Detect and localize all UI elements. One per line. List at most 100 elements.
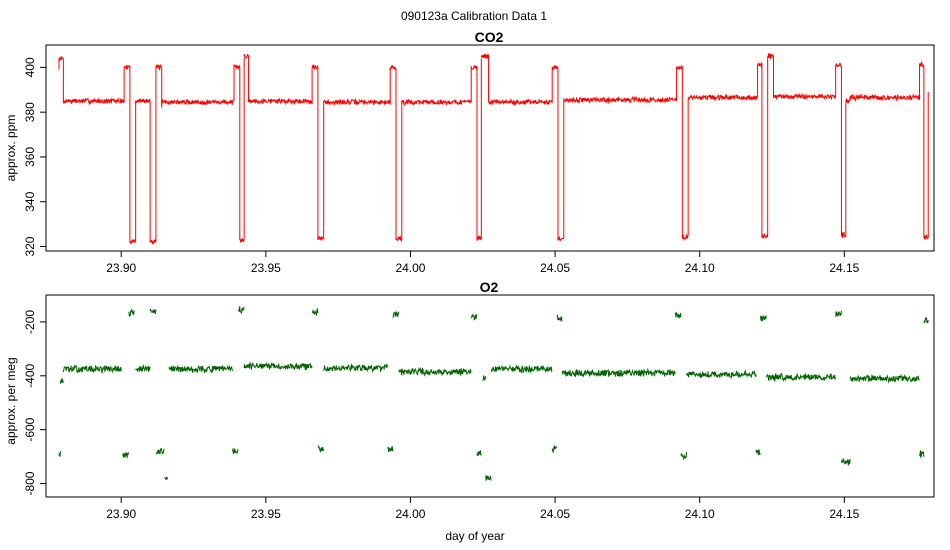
o2-line-segment (387, 446, 394, 452)
co2-line-segment (155, 63, 163, 108)
co2-line-segment (772, 65, 837, 101)
o2-line-segment (476, 450, 482, 456)
o2-line-segment (849, 374, 920, 384)
o2-line-segment (755, 449, 761, 456)
co2-line-segment (835, 62, 842, 236)
co2-line-segment (557, 100, 565, 242)
o2-x-tick-label: 24.15 (829, 507, 859, 521)
o2-x-tick-label: 24.10 (685, 507, 715, 521)
co2-line-segment (676, 64, 683, 238)
o2-line-segment (232, 448, 239, 455)
o2-line-segment (482, 374, 487, 382)
co2-y-tick-label: 340 (23, 191, 37, 211)
o2-line-segment (765, 372, 836, 382)
co2-plot-frame (45, 44, 935, 252)
co2-line-segment (389, 65, 397, 240)
co2-line-segment (149, 67, 157, 246)
o2-series (58, 306, 929, 481)
o2-x-tick-label: 23.90 (106, 507, 136, 521)
o2-line-segment (919, 450, 925, 459)
o2-line-segment (470, 313, 478, 321)
o2-panel-title: O2 (480, 279, 499, 295)
co2-y-tick-label: 400 (23, 57, 37, 77)
co2-line-segment (480, 52, 490, 101)
co2-line-segment (395, 100, 403, 243)
co2-line-segment (239, 58, 245, 243)
co2-line-segment (919, 60, 925, 236)
co2-line-segment (62, 67, 125, 106)
co2-line-segment (247, 67, 313, 106)
o2-line-segment (835, 310, 842, 318)
o2-line-segment (674, 311, 682, 320)
co2-panel-title: CO2 (475, 29, 504, 45)
co2-line-segment (323, 67, 391, 107)
o2-y-axis-label: approx. per meg (4, 357, 18, 444)
o2-x-ticks: 23.90 23.95 24.00 24.05 24.10 24.15 (106, 497, 860, 521)
co2-line-segment (470, 64, 478, 240)
o2-line-segment (561, 367, 676, 378)
o2-line-segment (686, 369, 757, 380)
o2-line-segment (398, 366, 472, 377)
co2-line-segment (563, 67, 678, 105)
o2-line-segment (840, 457, 851, 466)
co2-line-segment (845, 96, 851, 105)
co2-line-segment (161, 67, 235, 106)
co2-line-segment (58, 56, 64, 104)
co2-line-segment (317, 100, 325, 241)
co2-line-segment (311, 63, 319, 240)
co2-line-segment (129, 100, 137, 245)
co2-line-segment (488, 67, 553, 106)
figure-title: 090123a Calibration Data 1 (401, 9, 547, 23)
o2-line-segment (58, 451, 61, 457)
o2-x-tick-label: 24.00 (395, 507, 425, 521)
o2-line-segment (155, 447, 165, 455)
co2-line-segment (681, 98, 689, 242)
o2-y-ticks: -800 -600 -400 -200 (23, 310, 46, 496)
co2-line-segment (135, 97, 151, 243)
co2-line-segment (761, 58, 769, 239)
co2-y-axis-label: approx. ppm (4, 115, 18, 182)
o2-line-segment (168, 364, 234, 375)
co2-series (58, 52, 929, 246)
o2-line-segment (490, 364, 553, 374)
o2-line-segment (923, 316, 929, 324)
co2-y-ticks: 320 340 360 380 400 (23, 57, 46, 257)
co2-line-segment (687, 65, 759, 102)
co2-x-tick-label: 24.05 (540, 261, 570, 275)
co2-line-segment (123, 64, 131, 243)
o2-line-segment (392, 310, 400, 318)
o2-line-segment (759, 315, 767, 323)
o2-line-segment (485, 475, 492, 481)
co2-y-tick-label: 360 (23, 147, 37, 167)
co2-line-segment (767, 52, 774, 97)
co2-x-tick-label: 24.00 (395, 261, 425, 275)
o2-line-segment (243, 361, 313, 371)
co2-line-segment (840, 103, 847, 239)
o2-x-tick-label: 24.05 (540, 507, 570, 521)
co2-line-segment (551, 64, 559, 240)
o2-plot-frame (45, 294, 935, 498)
co2-y-tick-label: 320 (23, 236, 37, 256)
co2-x-tick-label: 23.90 (106, 261, 136, 275)
co2-line-segment (923, 92, 929, 241)
o2-line-segment (164, 476, 168, 480)
co2-x-ticks: 23.90 23.95 24.00 24.05 24.10 24.15 (106, 251, 860, 275)
o2-panel: O2 approx. per meg 23.90 23.95 24.00 24.05 2… (4, 279, 935, 521)
o2-y-tick-label: -600 (23, 417, 37, 441)
co2-x-tick-label: 23.95 (251, 261, 281, 275)
o2-line-segment (122, 452, 129, 459)
co2-line-segment (233, 63, 241, 240)
o2-x-tick-label: 23.95 (251, 507, 281, 521)
co2-line-segment (243, 53, 249, 101)
o2-line-segment (317, 445, 325, 453)
co2-x-tick-label: 24.15 (829, 261, 859, 275)
co2-line-segment (849, 65, 921, 103)
o2-y-tick-label: -200 (23, 310, 37, 334)
o2-line-segment (311, 307, 319, 317)
co2-line-segment (757, 61, 763, 238)
o2-y-tick-label: -400 (23, 363, 37, 387)
co2-x-tick-label: 24.10 (685, 261, 715, 275)
o2-line-segment (62, 364, 122, 375)
